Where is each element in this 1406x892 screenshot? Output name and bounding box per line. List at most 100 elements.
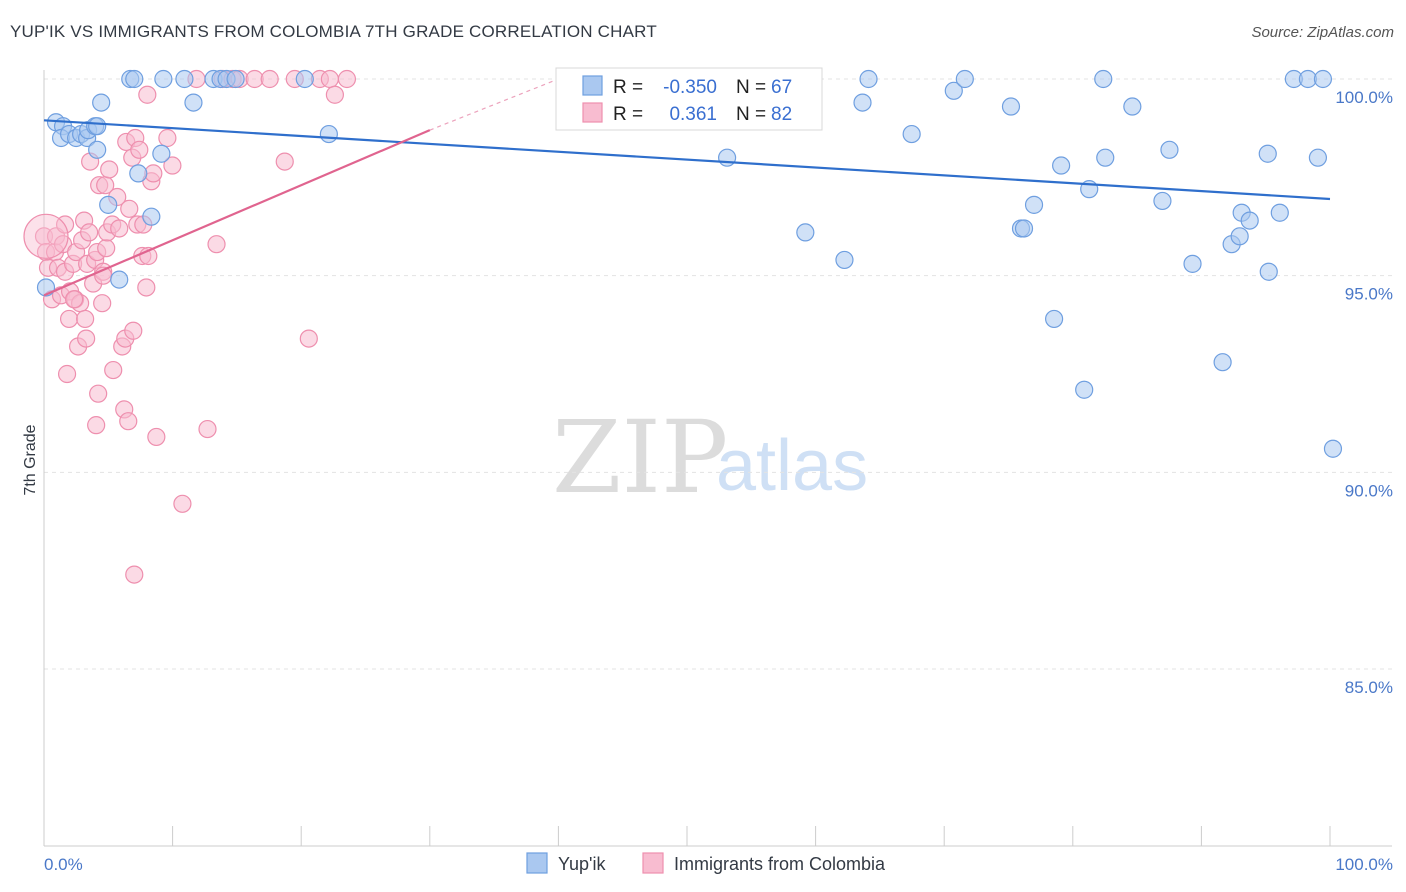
series-colombia-points <box>23 69 357 584</box>
colombia-point <box>173 494 192 513</box>
yupik-point <box>859 69 878 89</box>
trend-lines <box>43 78 1331 297</box>
colombia-point-large <box>23 213 69 259</box>
colombia-point <box>138 85 157 104</box>
yupik-point <box>319 124 338 144</box>
stats-swatch-pink <box>582 102 603 123</box>
stats-legend: R = -0.350 N = 67 R = 0.361 N = 82 <box>555 67 823 131</box>
yupik-point <box>1045 309 1064 329</box>
colombia-point <box>104 360 123 380</box>
colombia-point <box>125 565 144 584</box>
yupik-point <box>853 93 872 112</box>
colombia-point <box>93 294 112 313</box>
stats-r-value-blue: -0.350 <box>663 77 717 98</box>
colombia-point <box>64 290 84 309</box>
legend-swatch-colombia <box>642 852 664 874</box>
yupik-point <box>226 69 245 89</box>
y-tick-label: 90.0% <box>1345 481 1393 500</box>
colombia-point <box>100 160 119 179</box>
trend-line-yupik <box>43 119 1331 201</box>
grid: 85.0% 90.0% 95.0% 100.0% <box>44 78 1393 697</box>
stats-r-label-blue: R = <box>613 77 643 98</box>
yupik-point <box>1259 262 1278 281</box>
yupik-point <box>1240 211 1259 230</box>
colombia-point <box>59 309 79 329</box>
stats-r-label-pink: R = <box>613 104 643 125</box>
source-label: Source: ZipAtlas.com <box>1251 24 1394 41</box>
yupik-point <box>1024 195 1044 214</box>
colombia-point <box>163 156 182 175</box>
colombia-point <box>147 427 166 447</box>
yupik-point <box>88 117 107 136</box>
yupik-point <box>1094 69 1113 89</box>
trend-line-colombia-extension <box>429 78 559 131</box>
yupik-point <box>1270 203 1289 222</box>
chart-title: YUP'IK VS IMMIGRANTS FROM COLOMBIA 7TH G… <box>10 22 657 41</box>
stats-n-value-blue: 67 <box>771 77 792 98</box>
yupik-point <box>1123 97 1142 116</box>
yupik-point <box>129 164 148 183</box>
legend-swatch-yupik <box>526 852 548 874</box>
colombia-point <box>299 329 318 348</box>
yupik-point <box>125 69 144 89</box>
colombia-point <box>97 239 116 258</box>
yupik-point <box>1153 191 1172 211</box>
yupik-point <box>1160 140 1179 159</box>
yupik-point <box>1258 144 1277 163</box>
yupik-point <box>1230 227 1249 246</box>
legend-label-colombia: Immigrants from Colombia <box>674 854 886 874</box>
yupik-point <box>295 69 314 89</box>
colombia-point <box>130 140 149 159</box>
yupik-point <box>99 195 118 214</box>
colombia-point <box>124 321 143 340</box>
yupik-point <box>1323 439 1343 458</box>
yupik-point <box>88 140 107 159</box>
y-tick-label: 100.0% <box>1335 88 1393 107</box>
yupik-point <box>1183 254 1202 273</box>
stats-n-label-blue: N = <box>736 77 766 98</box>
colombia-point <box>80 223 99 242</box>
yupik-point <box>184 93 203 112</box>
yupik-point <box>955 69 974 89</box>
watermark: ZIP atlas <box>552 399 868 516</box>
colombia-point <box>198 419 217 439</box>
stats-n-value-pink: 82 <box>771 104 792 125</box>
yupik-point <box>154 69 173 89</box>
watermark-atlas: atlas <box>716 426 868 506</box>
colombia-point <box>89 384 108 403</box>
yupik-point <box>944 81 963 100</box>
colombia-point <box>57 364 77 384</box>
colombia-point <box>120 199 139 218</box>
colombia-point <box>207 235 226 254</box>
yupik-point <box>717 148 737 167</box>
colombia-point <box>275 152 294 171</box>
yupik-point <box>1052 156 1071 175</box>
yupik-point <box>1096 148 1115 167</box>
yupik-point <box>1014 219 1034 238</box>
colombia-point <box>337 69 357 89</box>
colombia-point <box>325 85 344 104</box>
yupik-point <box>175 69 194 89</box>
colombia-point <box>320 69 339 89</box>
yupik-point <box>796 223 815 242</box>
yupik-point <box>1308 148 1328 167</box>
yupik-point <box>835 250 854 270</box>
trend-line-colombia <box>43 129 431 297</box>
x-tick-label-min: 0.0% <box>44 855 83 874</box>
stats-r-value-pink: 0.361 <box>669 104 717 125</box>
colombia-point <box>119 412 138 431</box>
yupik-point <box>142 207 161 226</box>
y-tick-label: 85.0% <box>1345 678 1393 697</box>
colombia-point <box>260 69 279 89</box>
watermark-zip: ZIP <box>552 399 728 516</box>
stats-n-label-pink: N = <box>736 104 766 125</box>
y-tick-label: 95.0% <box>1345 285 1393 304</box>
colombia-point <box>110 219 129 238</box>
colombia-point <box>76 309 95 329</box>
colombia-point <box>137 278 156 297</box>
x-tick-label-max: 100.0% <box>1335 855 1393 874</box>
yupik-point <box>92 93 111 112</box>
legend-label-yupik: Yup'ik <box>558 854 606 874</box>
yupik-point <box>110 270 129 289</box>
